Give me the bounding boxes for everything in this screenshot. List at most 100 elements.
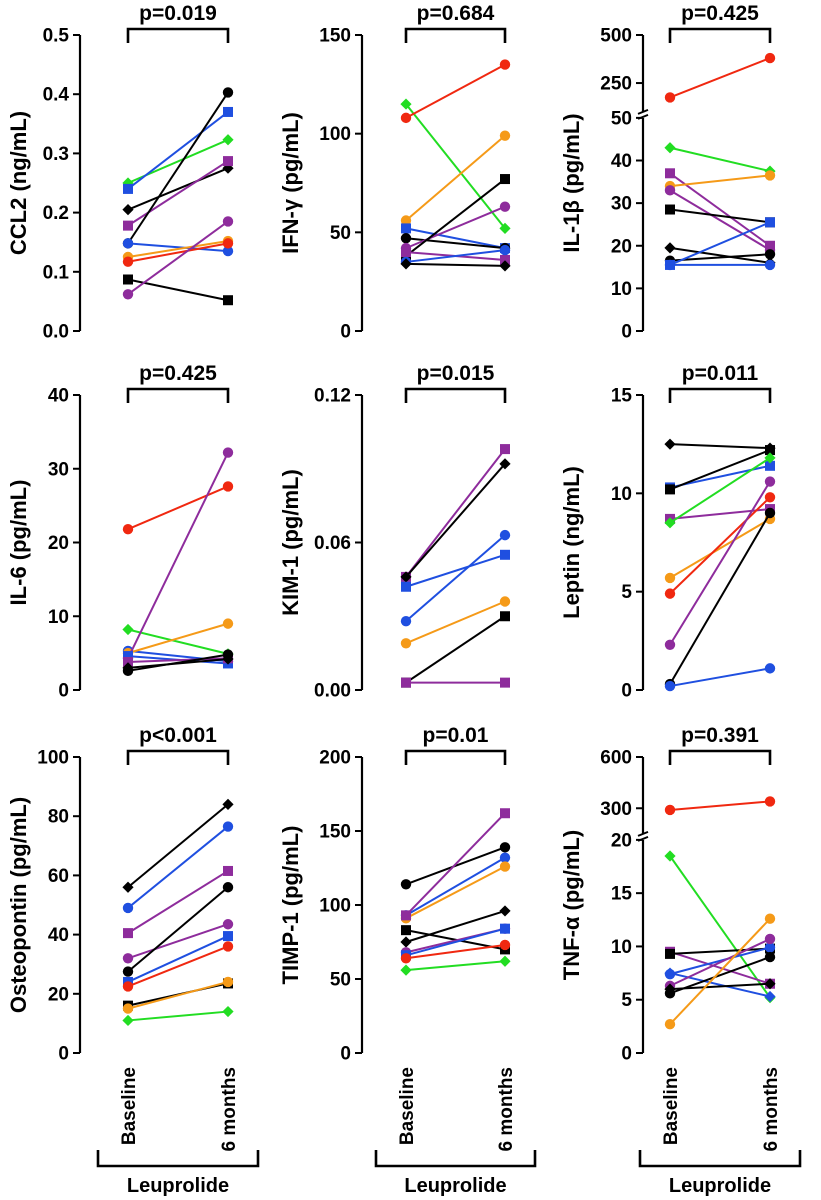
series-line	[669, 449, 771, 491]
data-point-baseline	[401, 925, 411, 936]
data-point-6-months	[764, 259, 776, 271]
significance-bracket: p=0.015	[404, 362, 507, 403]
series-9-orange	[122, 976, 234, 1014]
bracket-line	[126, 387, 230, 403]
data-point-baseline	[664, 242, 676, 254]
y-tick-label: 0	[340, 322, 351, 343]
data-point-6-months	[764, 476, 776, 487]
significance-bracket: p=0.019	[126, 2, 230, 43]
data-point-baseline	[400, 615, 412, 627]
y-tick-label: 20	[611, 236, 632, 257]
p-value-label: p=0.01	[423, 724, 489, 747]
data-point-6-months	[499, 458, 511, 470]
data-point-baseline	[122, 238, 134, 249]
y-tick-label: 40	[48, 386, 69, 407]
series-4-blue	[400, 529, 511, 627]
y-axis: 0 5 10 15 20 300 600	[600, 748, 649, 1065]
y-tick-label: 600	[600, 748, 632, 769]
data-point-6-months	[499, 59, 511, 70]
y-axis-label: CCL2 (ng/mL)	[6, 111, 31, 255]
data-point-baseline	[665, 204, 675, 215]
series-line	[669, 221, 771, 266]
series-line	[405, 237, 506, 250]
series-6-orange	[664, 513, 776, 584]
data-point-baseline	[400, 936, 412, 948]
series-line	[669, 918, 771, 1025]
series-line	[669, 956, 771, 995]
series-1-red	[664, 52, 776, 103]
y-tick-label: 40	[48, 925, 69, 946]
y-tick-label: 20	[48, 984, 69, 1005]
series-1-black	[122, 798, 234, 893]
x-tick-label-baseline: Baseline	[119, 1067, 140, 1145]
data-point-6-months	[222, 216, 234, 227]
data-point-6-months	[764, 913, 776, 924]
series-line	[127, 242, 229, 253]
data-point-6-months	[764, 663, 776, 674]
data-point-6-months	[222, 821, 234, 832]
data-point-6-months	[500, 923, 510, 934]
data-point-6-months	[223, 156, 233, 167]
data-point-6-months	[499, 842, 511, 853]
y-tick-label: 150	[319, 822, 351, 843]
series-2-green	[664, 142, 776, 177]
series-line	[405, 865, 506, 920]
series-line	[127, 111, 229, 190]
y-axis: 0 10 20 30 40	[48, 386, 82, 702]
panel-ccl2: 0.0 0.1 0.2 0.3 0.4 0.5 CCL2 (ng/mL) p=0.019	[6, 2, 234, 343]
y-tick-label: 0.2	[43, 203, 69, 224]
y-tick-label: 50	[330, 970, 351, 991]
data-point-baseline	[122, 1014, 134, 1027]
data-point-baseline	[664, 438, 676, 450]
data-point-6-months	[764, 796, 776, 807]
significance-bracket: p=0.01	[404, 724, 507, 765]
panel-timp-1: 0 50 100 150 200 TIMP-1 (pg/mL) p=0.01 Baseline…	[278, 724, 537, 1197]
data-point-6-months	[222, 134, 234, 146]
data-point-baseline	[664, 680, 676, 692]
data-point-6-months	[764, 170, 776, 181]
data-point-baseline	[122, 256, 134, 267]
series-1-red	[664, 796, 776, 816]
series-2-blue	[400, 852, 511, 921]
series-line	[127, 167, 229, 211]
group-bracket-line	[638, 1150, 802, 1168]
series-1-black	[664, 438, 776, 454]
series-8-purple	[664, 476, 776, 650]
bracket-line	[404, 749, 507, 765]
data-point-6-months	[222, 653, 234, 665]
data-point-baseline	[122, 881, 134, 893]
data-point-baseline	[664, 1019, 676, 1030]
y-tick-label: 200	[319, 748, 351, 769]
y-tick-label: 0	[58, 1044, 69, 1065]
data-point-baseline	[123, 274, 133, 285]
y-tick-label: 0	[621, 1044, 632, 1065]
series-5-black	[122, 882, 234, 977]
data-point-6-months	[764, 52, 776, 64]
series-line	[669, 512, 771, 685]
y-tick-label: 30	[611, 194, 632, 215]
series-1-green	[400, 98, 511, 234]
y-tick-label: 100	[37, 748, 69, 769]
y-tick-label: 0	[340, 1044, 351, 1065]
group-bracket-line	[96, 1150, 260, 1168]
y-axis-label: Osteopontin (pg/mL)	[6, 797, 31, 1013]
y-tick-label: 30	[48, 459, 69, 480]
series-line	[669, 855, 771, 999]
y-tick-label: 20	[48, 533, 69, 554]
series-line	[669, 508, 771, 520]
series-5-orange	[400, 596, 511, 649]
data-point-6-months	[499, 529, 511, 541]
series-line	[127, 658, 229, 669]
y-axis: 0.0 0.1 0.2 0.3 0.4 0.5	[43, 26, 82, 343]
series-9-red	[400, 939, 511, 964]
significance-bracket: p=0.425	[668, 2, 772, 43]
data-point-baseline	[400, 112, 412, 124]
series-line	[405, 103, 506, 230]
data-point-baseline	[400, 953, 412, 964]
data-point-baseline	[665, 948, 675, 959]
series-8-red	[122, 238, 234, 267]
bracket-line	[404, 27, 507, 43]
data-point-6-months	[764, 951, 776, 963]
significance-bracket: p=0.011	[668, 362, 772, 403]
series-2-black	[400, 458, 511, 583]
